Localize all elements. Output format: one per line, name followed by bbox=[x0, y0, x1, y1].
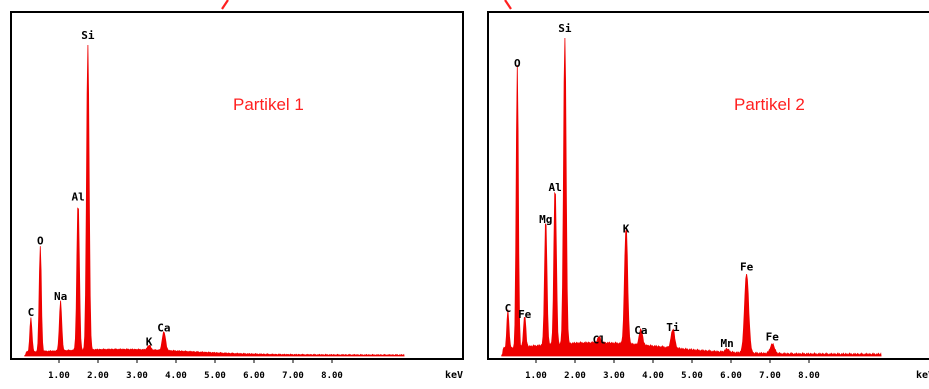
x-tick-label: 8.00 bbox=[321, 371, 343, 381]
x-tick-label: 8.00 bbox=[798, 371, 820, 381]
peak-label-fe: Fe bbox=[766, 331, 780, 344]
peak-label-ca: Ca bbox=[634, 324, 647, 337]
peak-label-o: O bbox=[37, 234, 44, 247]
peak-label-ti: Ti bbox=[666, 321, 680, 334]
peak-labels: C O Na Al Si K Ca bbox=[28, 29, 171, 348]
x-tick-label: 7.00 bbox=[282, 371, 304, 381]
peak-label-c: C bbox=[505, 302, 512, 315]
x-tick-label: 3.00 bbox=[603, 371, 625, 381]
x-tick-label: 1.00 bbox=[48, 371, 70, 381]
spectrum-panel-partikel-2: C O Fe Mg Al Si Cl K Ca Ti Mn Fe Fe Partikel 2 1.00 2… bbox=[487, 11, 929, 381]
peak-label-si: Si bbox=[558, 22, 572, 35]
spectrum-trace bbox=[501, 37, 882, 357]
x-tick-label: 6.00 bbox=[720, 371, 742, 381]
x-tick-label: 2.00 bbox=[87, 371, 109, 381]
peak-labels: C O Fe Mg Al Si Cl K Ca Ti Mn Fe Fe bbox=[505, 22, 780, 350]
peak-label-c: C bbox=[28, 306, 35, 319]
peak-label-na: Na bbox=[54, 290, 67, 303]
x-tick-label: 1.00 bbox=[525, 371, 547, 381]
spectrum-panel-partikel-1: C O Na Al Si K Ca Partikel 1 1.00 2.00 3.00 4.00 5… bbox=[10, 11, 464, 381]
x-tick-labels: 1.00 2.00 3.00 4.00 5.00 6.00 7.00 8.00 bbox=[525, 359, 820, 381]
x-tick-labels: 1.00 2.00 3.00 4.00 5.00 6.00 7.00 8.00 bbox=[48, 359, 343, 381]
x-tick-label: 7.00 bbox=[759, 371, 781, 381]
decorative-red-arc-left bbox=[221, 0, 229, 10]
chart-title: Partikel 2 bbox=[734, 95, 805, 114]
peak-label-cl: Cl bbox=[593, 334, 606, 347]
spectrum-trace bbox=[24, 44, 405, 357]
chart-title: Partikel 1 bbox=[233, 95, 304, 114]
plot-frame bbox=[487, 11, 929, 360]
decorative-red-arc-right bbox=[504, 0, 512, 10]
peak-label-k: K bbox=[623, 222, 630, 235]
x-tick-label: 6.00 bbox=[243, 371, 265, 381]
spectrum-area bbox=[501, 37, 882, 357]
x-tick-label: 3.00 bbox=[126, 371, 148, 381]
peak-label-mn: Mn bbox=[720, 337, 733, 350]
x-tick-label: 5.00 bbox=[681, 371, 703, 381]
peak-label-al: Al bbox=[71, 191, 84, 204]
peak-label-o: O bbox=[514, 57, 521, 70]
x-tick-label: 2.00 bbox=[564, 371, 586, 381]
peak-label-ca: Ca bbox=[157, 321, 170, 334]
spectrum-area bbox=[24, 44, 405, 357]
x-tick-label: 5.00 bbox=[204, 371, 226, 381]
x-tick-label: 4.00 bbox=[165, 371, 187, 381]
x-axis-unit-label: keV bbox=[445, 370, 463, 381]
x-axis-unit-label: keV bbox=[916, 370, 929, 381]
peak-label-si: Si bbox=[81, 29, 95, 42]
peak-label-mg: Mg bbox=[539, 213, 552, 226]
peak-label-fe: Fe bbox=[518, 308, 532, 321]
peak-label-al: Al bbox=[548, 181, 561, 194]
peak-label-fe: Fe bbox=[740, 261, 754, 274]
peak-label-k: K bbox=[146, 335, 153, 348]
x-tick-label: 4.00 bbox=[642, 371, 664, 381]
